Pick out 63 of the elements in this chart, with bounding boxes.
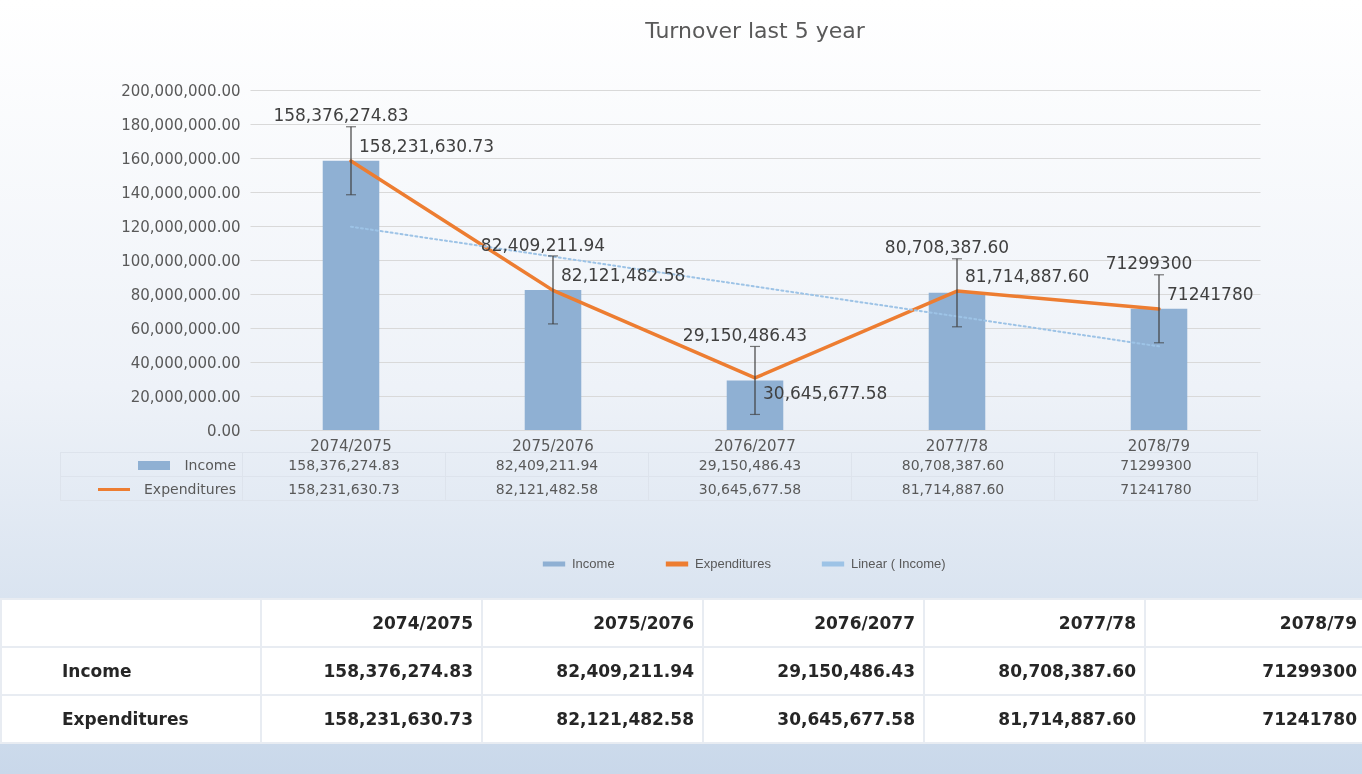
data-label: 29,150,486.43 [698,456,802,473]
y-tick-label: 120,000,000.00 [121,217,241,236]
category-label: 2074/2075 [372,613,473,633]
y-tick-label: 40,000,000.00 [130,353,241,372]
y-tick-label: 160,000,000.00 [121,149,241,168]
text: 158,376,274.83 [273,105,409,126]
text: 71241780 [1262,709,1357,729]
text: 30,645,677.58 [777,709,915,729]
legend-label: Expenditures [60,476,243,501]
text: 29,150,486.43 [777,661,915,681]
bar [322,160,380,430]
category-label: 2076/2077 [814,613,915,633]
text: 81,714,887.60 [965,266,1090,287]
text: 71299300 [1262,661,1357,681]
category-label: 2075/2076 [593,613,694,633]
text: 158,231,630.73 [359,136,495,157]
bar [928,292,986,430]
text: 158,376,274.83 [323,661,473,681]
legend-label: Income [60,452,243,477]
y-tick-label: 60,000,000.00 [130,319,241,338]
bar [524,289,582,430]
category-label: 2078/79 [1279,613,1357,633]
text: 80,708,387.60 [998,661,1136,681]
text: 158,231,630.73 [323,709,473,729]
text: 29,150,486.43 [682,325,808,346]
text: 82,409,211.94 [556,661,694,681]
category-label: 2077/78 [1058,613,1136,633]
text: 82,409,211.94 [480,234,606,255]
y-tick-label: 20,000,000.00 [130,387,241,406]
text: 80,708,387.60 [884,237,1010,258]
x-tick-label: 2077/78 [925,436,989,455]
bar [1130,308,1188,430]
y-tick-label: 0.00 [207,421,241,440]
data-label: 81,714,887.60 [851,476,1055,501]
y-tick-label: 80,000,000.00 [130,285,241,304]
text: 30,645,677.58 [763,382,888,403]
x-tick-label: 2074/2075 [310,436,392,455]
legend-label: Linear ( Income) [851,556,946,571]
data-label: 158,376,274.83 [288,456,400,473]
text: Expenditures [62,709,189,729]
y-tick-label: 140,000,000.00 [121,183,241,202]
text: 81,714,887.60 [998,709,1136,729]
data-label: 71299300 [1120,456,1192,473]
text: 71299300 [1105,253,1193,274]
data-label: 158,231,630.73 [242,476,446,501]
y-tick-label: 180,000,000.00 [121,115,241,134]
data-label: 71241780 [1054,476,1258,501]
data-label: 30,645,677.58 [648,476,852,501]
data-label: 82,121,482.58 [445,476,649,501]
data-label: 82,409,211.94 [495,456,599,473]
text: Income [572,556,615,571]
x-tick-label: 2075/2076 [512,436,594,455]
text: 82,121,482.58 [556,709,694,729]
data-label: 80,708,387.60 [901,456,1005,473]
x-tick-label: 2078/79 [1127,436,1191,455]
x-tick-label: 2076/2077 [714,436,796,455]
text: 82,121,482.58 [561,265,686,286]
text: Income [62,661,132,681]
text: Expenditures [695,556,771,571]
text: 71241780 [1167,283,1254,304]
y-tick-label: 100,000,000.00 [121,251,241,270]
chart-title: Turnover last 5 year [644,18,866,43]
y-tick-label: 200,000,000.00 [121,81,241,100]
